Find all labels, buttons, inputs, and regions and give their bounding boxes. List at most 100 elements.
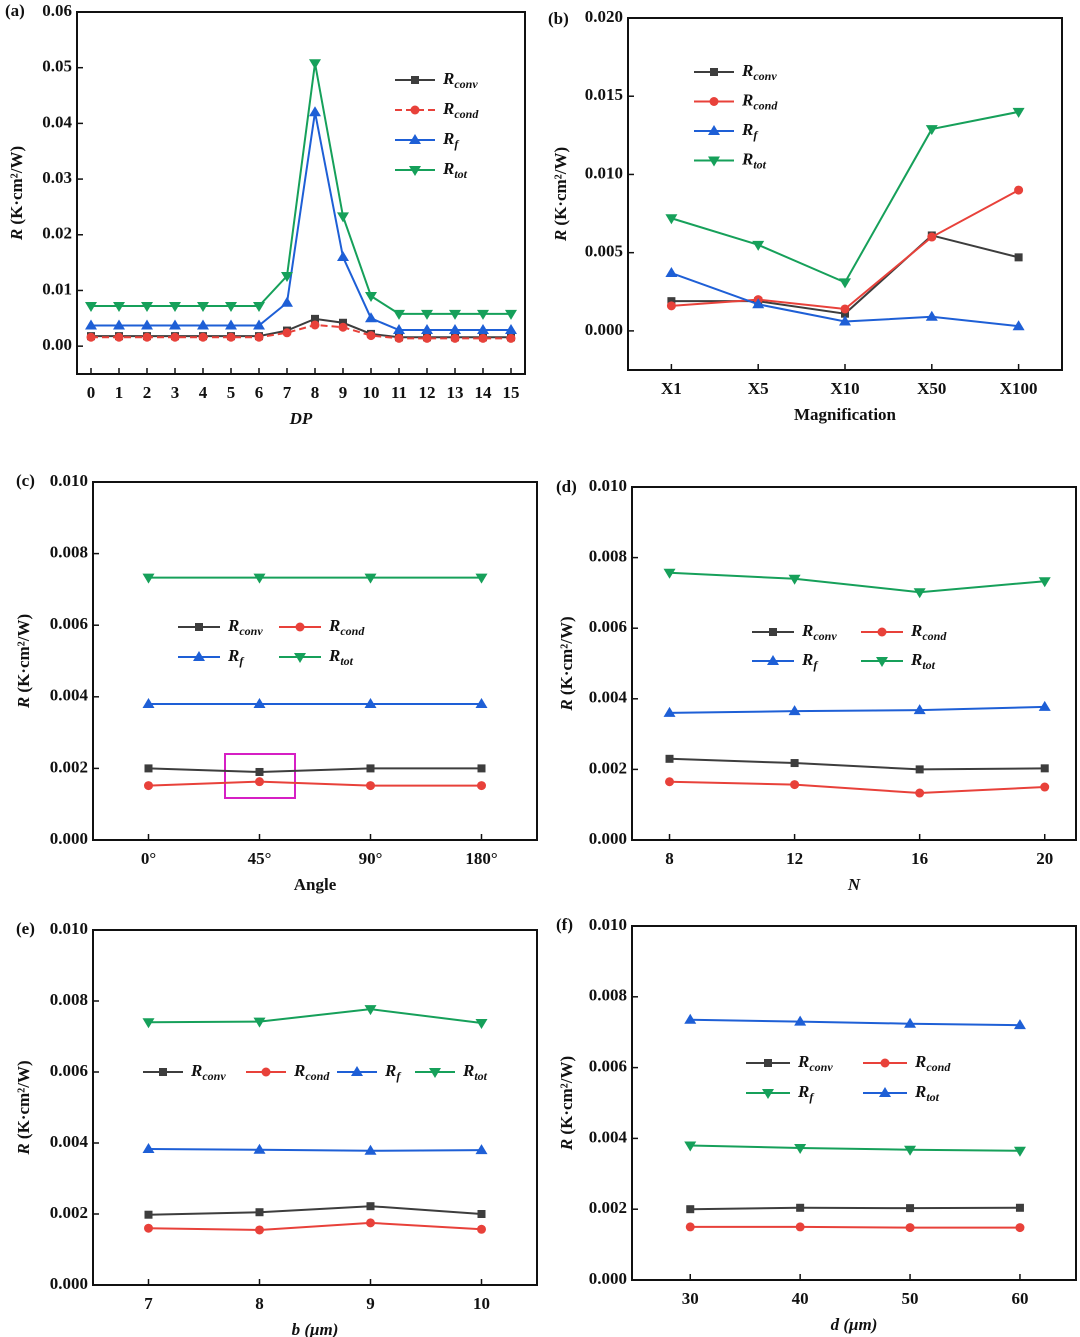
y-axis-label: R (K·cm²/W) — [557, 1056, 576, 1151]
marker — [505, 309, 517, 320]
marker — [684, 1141, 697, 1152]
y-tick-label: 0.004 — [50, 686, 89, 705]
marker — [767, 655, 779, 665]
marker — [904, 1017, 917, 1028]
y-tick-label: 0.010 — [589, 476, 627, 495]
marker — [311, 314, 319, 323]
marker — [449, 309, 461, 320]
marker — [1040, 764, 1049, 773]
marker — [142, 1018, 155, 1029]
marker — [411, 76, 419, 84]
marker — [393, 324, 405, 335]
marker — [351, 1066, 363, 1076]
marker — [225, 302, 237, 313]
marker — [309, 59, 321, 70]
marker — [710, 68, 718, 76]
marker — [394, 333, 404, 343]
series-line — [148, 1148, 482, 1152]
x-tick-label: 16 — [911, 849, 928, 868]
marker — [409, 166, 421, 176]
x-tick-label: 4 — [199, 383, 208, 402]
x-tick-label: X5 — [748, 379, 769, 398]
marker — [255, 777, 264, 787]
marker — [477, 1210, 486, 1218]
marker — [253, 319, 265, 330]
series-line — [690, 1225, 1020, 1229]
marker — [667, 297, 676, 306]
marker — [365, 292, 377, 303]
x-tick-label: 10 — [473, 1294, 490, 1313]
legend-label: Rcond — [293, 1061, 330, 1083]
marker — [839, 278, 851, 289]
y-tick-label: 0.02 — [42, 224, 72, 243]
marker — [794, 1015, 807, 1026]
y-axis-label: R (K·cm²/W) — [551, 147, 570, 242]
marker — [337, 212, 349, 223]
marker — [366, 1202, 375, 1211]
panel-label: (f) — [556, 915, 573, 934]
x-tick-label: 15 — [503, 383, 520, 402]
marker — [904, 1145, 917, 1156]
legend-label: Rf — [442, 129, 459, 151]
marker — [421, 309, 433, 320]
x-tick-label: 9 — [339, 383, 348, 402]
y-axis-label: R (K·cm²/W) — [557, 616, 576, 711]
marker — [663, 706, 676, 717]
y-tick-label: 0.008 — [589, 986, 627, 1005]
plot-frame — [631, 925, 1077, 1281]
marker — [905, 1223, 915, 1233]
marker — [915, 788, 925, 798]
marker — [141, 302, 153, 313]
y-tick-label: 0.002 — [50, 1203, 88, 1222]
marker — [665, 754, 674, 763]
marker — [144, 1223, 153, 1233]
y-tick-label: 0.008 — [50, 990, 88, 1009]
y-tick-label: 0.004 — [589, 688, 628, 707]
legend-label: Rf — [797, 1082, 814, 1104]
marker — [478, 333, 488, 343]
marker — [752, 298, 765, 309]
marker — [475, 573, 488, 584]
marker — [253, 1143, 266, 1154]
y-tick-label: 0.000 — [589, 1269, 627, 1288]
y-axis-label: R (K·cm²/W) — [7, 146, 26, 241]
marker — [142, 573, 155, 584]
marker — [253, 1017, 266, 1028]
marker — [366, 764, 375, 773]
x-tick-label: 60 — [1011, 1289, 1028, 1308]
y-tick-label: 0.010 — [50, 471, 88, 490]
marker — [141, 319, 153, 330]
y-tick-label: 0.002 — [589, 758, 627, 777]
panel-label: (d) — [556, 477, 577, 496]
marker — [197, 319, 209, 330]
y-tick-label: 0.004 — [50, 1132, 89, 1151]
y-tick-label: 0.006 — [50, 1061, 88, 1080]
series-line — [148, 767, 482, 773]
legend-label: Rcond — [914, 1052, 951, 1074]
marker — [169, 302, 181, 313]
x-tick-label: 3 — [171, 383, 180, 402]
marker — [764, 1059, 772, 1067]
marker — [85, 302, 97, 313]
x-tick-label: 2 — [143, 383, 152, 402]
y-tick-label: 0.005 — [585, 242, 623, 261]
marker — [193, 651, 205, 661]
marker — [477, 309, 489, 320]
marker — [880, 1058, 890, 1068]
series-line — [91, 112, 511, 332]
x-tick-label: 13 — [447, 383, 464, 402]
legend-label: Rcond — [910, 621, 947, 643]
marker — [1012, 107, 1025, 118]
y-tick-label: 0.03 — [42, 168, 72, 187]
panel-label: (a) — [5, 1, 25, 20]
y-tick-label: 0.020 — [585, 7, 623, 26]
marker — [422, 333, 432, 343]
series-line — [91, 323, 511, 340]
y-tick-label: 0.06 — [42, 1, 72, 20]
x-tick-label: 0 — [87, 383, 96, 402]
marker — [295, 622, 305, 632]
legend-label: Rf — [384, 1061, 401, 1083]
legend-label: Rconv — [190, 1061, 226, 1083]
plot-frame — [92, 481, 538, 841]
